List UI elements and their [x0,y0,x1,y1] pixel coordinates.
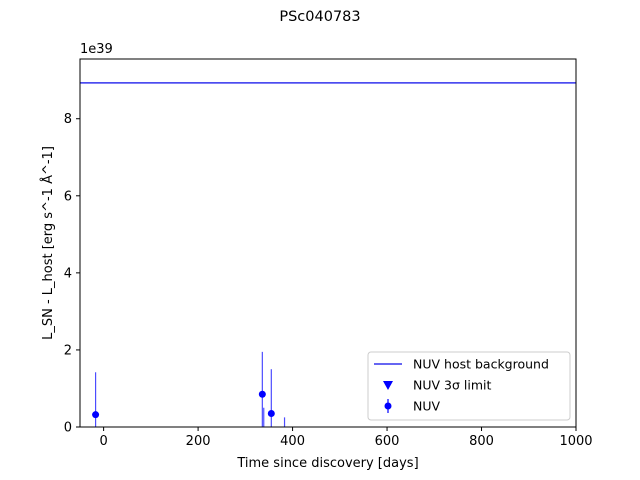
plot-area [80,82,576,427]
legend-label: NUV host background [413,357,549,372]
y-tick-label: 0 [64,421,72,436]
y-tick-label: 6 [64,189,72,204]
x-tick-label: 200 [186,434,211,449]
data-point [258,390,266,398]
y-axis-title: L_SN - L_host [erg s^-1 Å^-1] [40,146,56,340]
chart-title: PSc040783 [279,9,360,25]
data-point [267,410,275,418]
y-axis-scale-label: 1e39 [80,42,113,57]
x-tick-label: 400 [280,434,305,449]
y-axis: 0 2 4 6 8 [64,112,80,436]
legend-point-handle [384,402,392,410]
legend: NUV host background NUV 3σ limit NUV [367,351,571,421]
legend-label: NUV [413,399,440,414]
x-tick-label: 0 [99,434,107,449]
x-tick-label: 1000 [559,434,592,449]
x-tick-label: 800 [469,434,494,449]
x-tick-label: 600 [375,434,400,449]
x-axis-title: Time since discovery [days] [236,456,418,471]
plot-frame [79,58,577,428]
legend-box [367,351,571,421]
y-tick-label: 2 [64,343,72,358]
legend-triangle-handle [383,381,393,390]
data-point [92,411,100,419]
y-tick-label: 4 [64,266,72,281]
x-axis: 0 200 400 600 800 1000 [99,427,593,449]
legend-label: NUV 3σ limit [413,378,491,393]
y-tick-label: 8 [64,112,72,127]
